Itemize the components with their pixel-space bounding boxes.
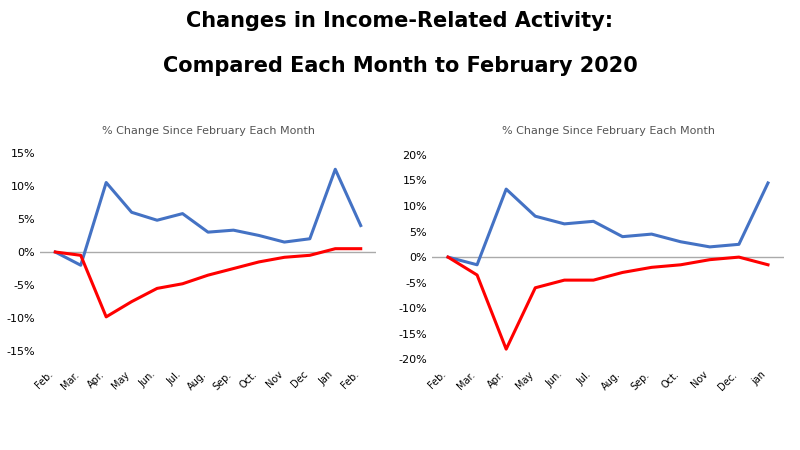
Text: Compared Each Month to February 2020: Compared Each Month to February 2020 <box>162 56 638 76</box>
Text: Changes in Income-Related Activity:: Changes in Income-Related Activity: <box>186 11 614 31</box>
Title: % Change Since February Each Month: % Change Since February Each Month <box>502 126 714 136</box>
Title: % Change Since February Each Month: % Change Since February Each Month <box>102 126 314 136</box>
